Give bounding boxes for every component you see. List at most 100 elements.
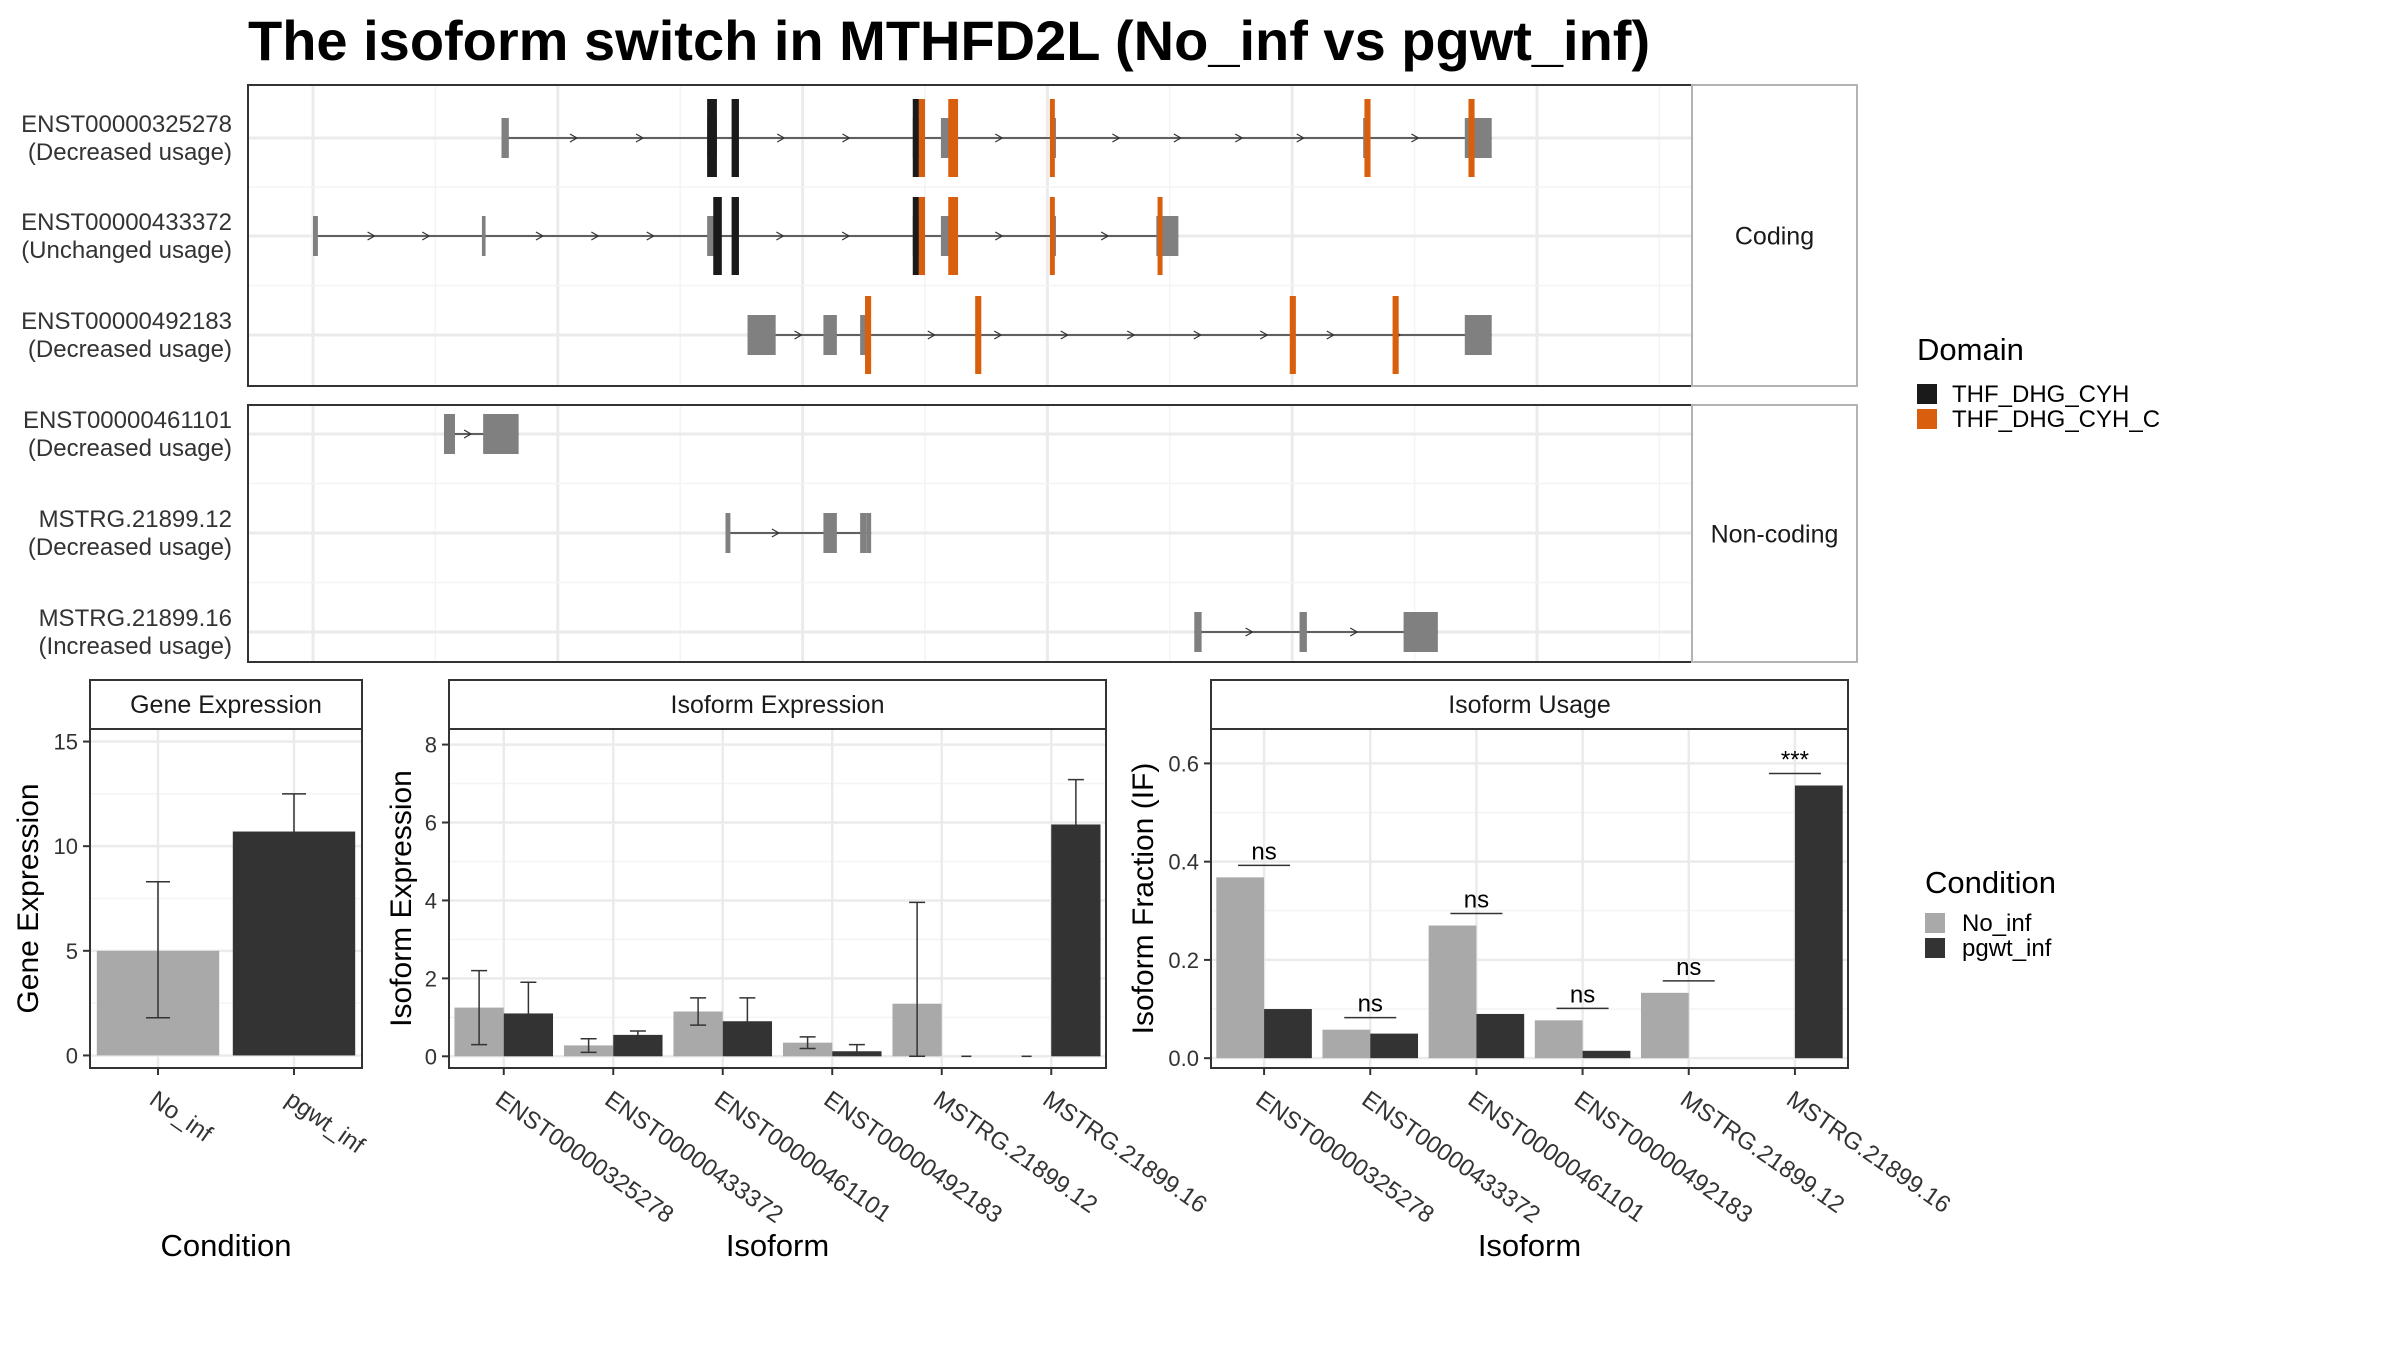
domain-block-thf-dhg-cyh-c bbox=[948, 99, 959, 177]
y-tick-label: 0.4 bbox=[1168, 850, 1199, 875]
bar-pgwt-inf bbox=[1370, 1033, 1419, 1059]
x-tick-label: ENST00000433372 bbox=[600, 1086, 788, 1229]
intron-arrow bbox=[1100, 231, 1110, 241]
transcript-usage-label: (Increased usage) bbox=[39, 633, 232, 660]
exon-block bbox=[747, 315, 776, 355]
intron-arrow bbox=[463, 429, 473, 439]
domain-legend-swatch bbox=[1917, 384, 1937, 404]
intron-arrow bbox=[927, 330, 936, 340]
intron-arrow bbox=[367, 231, 376, 241]
domain-block-thf-dhg-cyh-c bbox=[918, 99, 925, 177]
intron-arrow bbox=[1193, 330, 1202, 340]
exon-block bbox=[1403, 612, 1438, 652]
bar-no-inf bbox=[782, 1042, 833, 1057]
domain-block-thf-dhg-cyh-c bbox=[865, 296, 872, 374]
y-tick-label: 8 bbox=[425, 733, 437, 758]
x-tick-label: pgwt_inf bbox=[281, 1086, 370, 1160]
bar-pgwt-inf bbox=[1582, 1050, 1631, 1059]
significance-label: ns bbox=[1358, 991, 1383, 1018]
transcript-id-label: MSTRG.21899.12 bbox=[39, 506, 232, 533]
x-tick-label: ENST00000492183 bbox=[819, 1086, 1007, 1229]
domain-block-thf-dhg-cyh-c bbox=[948, 197, 959, 275]
domain-block-thf-dhg-cyh-c bbox=[1157, 197, 1163, 275]
domain-block-thf-dhg-cyh-c bbox=[1289, 296, 1296, 374]
domain-block-thf-dhg-cyh bbox=[731, 99, 739, 177]
intron-arrow bbox=[994, 133, 1004, 143]
x-axis-title: Isoform bbox=[1478, 1228, 1581, 1263]
figure-title: The isoform switch in MTHFD2L (No_inf vs… bbox=[248, 9, 1650, 72]
domain-legend-swatch bbox=[1917, 409, 1937, 429]
y-tick-label: 10 bbox=[54, 834, 78, 859]
intron-arrow bbox=[994, 231, 1004, 241]
transcript-id-label: ENST00000433372 bbox=[21, 209, 232, 236]
exon-block bbox=[313, 216, 318, 256]
intron-arrow bbox=[421, 231, 431, 241]
y-tick-label: 5 bbox=[66, 939, 78, 964]
x-tick-label: No_inf bbox=[145, 1086, 218, 1148]
y-tick-label: 0.0 bbox=[1168, 1046, 1199, 1071]
intron-arrow bbox=[771, 528, 781, 538]
domain-block-thf-dhg-cyh-c bbox=[918, 197, 925, 275]
exon-block bbox=[940, 216, 950, 256]
exon-block bbox=[707, 216, 716, 256]
bar-pgwt-inf bbox=[1476, 1013, 1525, 1059]
panel-border bbox=[1210, 728, 1849, 1069]
intron-arrow bbox=[635, 133, 645, 143]
bar-pgwt-inf bbox=[1264, 1009, 1312, 1059]
bar-pgwt-inf bbox=[232, 831, 356, 1056]
intron-arrow bbox=[794, 330, 803, 340]
exon-block bbox=[443, 414, 455, 454]
exon-block bbox=[481, 216, 486, 256]
intron-arrow bbox=[1173, 133, 1183, 143]
facet-strip-label: Coding bbox=[1735, 223, 1814, 251]
intron-arrow bbox=[1326, 330, 1335, 340]
y-axis-title: Gene Expression bbox=[12, 783, 45, 1013]
transcript-usage-label: (Decreased usage) bbox=[28, 336, 232, 363]
x-axis-title: Condition bbox=[161, 1228, 292, 1263]
exon-block bbox=[866, 513, 872, 553]
intron-arrow bbox=[646, 231, 655, 241]
y-tick-label: 0.6 bbox=[1168, 751, 1199, 776]
exon-block bbox=[1160, 216, 1179, 256]
exon-block bbox=[823, 513, 837, 553]
bar-pgwt-inf bbox=[613, 1034, 663, 1057]
panel-border bbox=[448, 728, 1107, 1069]
intron-arrow bbox=[1235, 133, 1244, 143]
transcript-id-label: ENST00000461101 bbox=[23, 407, 232, 434]
panel-strip-label: Isoform Expression bbox=[671, 691, 885, 719]
exon-block bbox=[483, 414, 519, 454]
intron-arrow bbox=[591, 231, 600, 241]
exon-block bbox=[1299, 612, 1307, 652]
intron-arrow bbox=[841, 231, 851, 241]
y-tick-label: 4 bbox=[425, 888, 437, 913]
significance-label: ns bbox=[1464, 887, 1489, 914]
exon-block bbox=[860, 315, 867, 355]
domain-block-thf-dhg-cyh-c bbox=[1049, 99, 1055, 177]
intron-arrow bbox=[1259, 330, 1269, 340]
domain-block-thf-dhg-cyh-c bbox=[1392, 296, 1399, 374]
transcript-usage-label: (Decreased usage) bbox=[28, 435, 232, 462]
domain-block-thf-dhg-cyh-c bbox=[1049, 197, 1055, 275]
intron-arrow bbox=[776, 133, 786, 143]
facet-strip-label: Non-coding bbox=[1711, 521, 1839, 549]
exon-block bbox=[1194, 612, 1202, 652]
transcript-id-label: ENST00000492183 bbox=[21, 308, 232, 335]
domain-block-thf-dhg-cyh bbox=[731, 197, 739, 275]
x-tick-label: ENST00000433372 bbox=[1357, 1086, 1545, 1229]
y-axis-title: Isoform Expression bbox=[385, 770, 418, 1027]
domain-block-thf-dhg-cyh bbox=[713, 197, 722, 275]
y-tick-label: 2 bbox=[425, 966, 437, 991]
domain-block-thf-dhg-cyh bbox=[707, 99, 717, 177]
x-axis-title: Isoform bbox=[726, 1228, 829, 1263]
condition-legend-swatch bbox=[1925, 913, 1945, 933]
domain-block-thf-dhg-cyh bbox=[912, 99, 919, 177]
domain-legend-label: THF_DHG_CYH_C bbox=[1952, 406, 2160, 433]
domain-block-thf-dhg-cyh-c bbox=[1468, 99, 1475, 177]
intron-arrow bbox=[993, 330, 1003, 340]
panel-strip bbox=[448, 679, 1107, 730]
exon-block bbox=[1464, 315, 1492, 355]
y-tick-label: 0 bbox=[66, 1043, 78, 1068]
x-tick-label: ENST00000325278 bbox=[490, 1086, 678, 1229]
